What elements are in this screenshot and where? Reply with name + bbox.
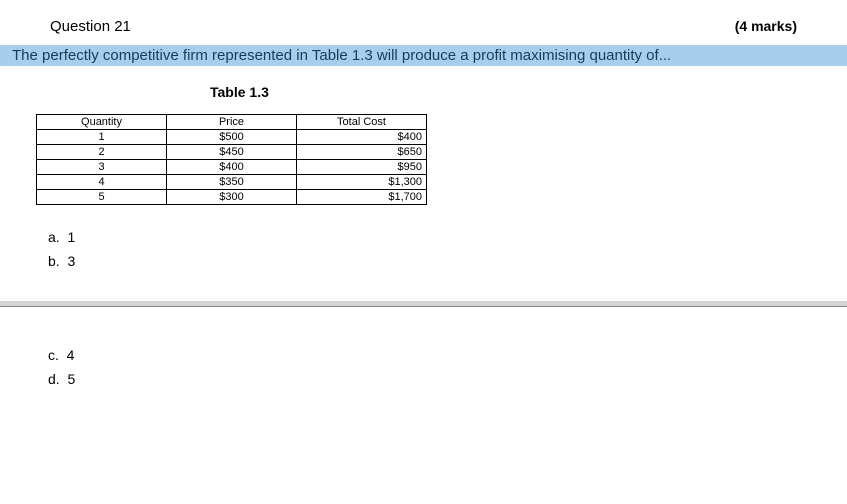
- table-row: 1 $500 $400: [37, 130, 427, 145]
- option-value: 4: [67, 347, 75, 363]
- table-cell: $950: [297, 160, 427, 175]
- option-letter: d.: [48, 371, 60, 387]
- answer-options-top: a. 1 b. 3: [0, 205, 847, 273]
- table-row: 4 $350 $1,300: [37, 175, 427, 190]
- table-cell: $350: [167, 175, 297, 190]
- table-cell: 1: [37, 130, 167, 145]
- table-cell: $1,700: [297, 190, 427, 205]
- option-b[interactable]: b. 3: [48, 249, 847, 273]
- option-d[interactable]: d. 5: [48, 367, 847, 391]
- option-letter: c.: [48, 347, 59, 363]
- table-cell: $500: [167, 130, 297, 145]
- table-cell: 5: [37, 190, 167, 205]
- table-cell: 2: [37, 145, 167, 160]
- table-header-cell: Price: [167, 115, 297, 130]
- question-header: Question 21 (4 marks): [0, 0, 847, 45]
- table-cell: $650: [297, 145, 427, 160]
- option-letter: b.: [48, 253, 60, 269]
- question-prompt-highlight: The perfectly competitive firm represent…: [0, 45, 847, 66]
- marks-label: (4 marks): [735, 18, 797, 34]
- option-letter: a.: [48, 229, 60, 245]
- table-row: 3 $400 $950: [37, 160, 427, 175]
- table-header-cell: Quantity: [37, 115, 167, 130]
- table-cell: 4: [37, 175, 167, 190]
- table-cell: 3: [37, 160, 167, 175]
- data-table: Quantity Price Total Cost 1 $500 $400 2 …: [36, 114, 427, 205]
- option-value: 1: [67, 229, 75, 245]
- question-number: Question 21: [50, 18, 131, 35]
- table-cell: $400: [297, 130, 427, 145]
- table-cell: $400: [167, 160, 297, 175]
- table-cell: $300: [167, 190, 297, 205]
- option-a[interactable]: a. 1: [48, 225, 847, 249]
- table-row: 2 $450 $650: [37, 145, 427, 160]
- answer-options-bottom: c. 4 d. 5: [0, 343, 847, 391]
- table-cell: $450: [167, 145, 297, 160]
- table-header-cell: Total Cost: [297, 115, 427, 130]
- table-row: 5 $300 $1,700: [37, 190, 427, 205]
- option-value: 3: [67, 253, 75, 269]
- option-c[interactable]: c. 4: [48, 343, 847, 367]
- table-cell: $1,300: [297, 175, 427, 190]
- table-caption: Table 1.3: [0, 66, 847, 114]
- section-divider: [0, 301, 847, 307]
- option-value: 5: [67, 371, 75, 387]
- table-header-row: Quantity Price Total Cost: [37, 115, 427, 130]
